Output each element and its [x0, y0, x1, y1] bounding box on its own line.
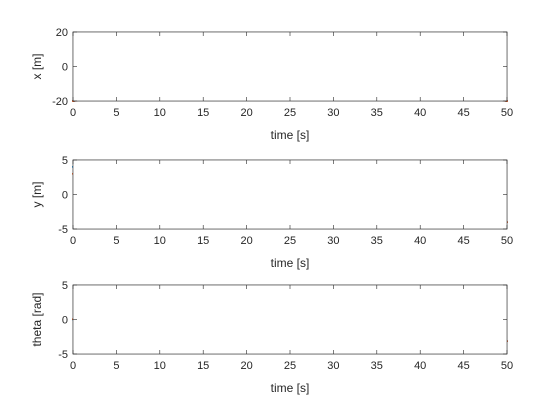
x-tick-label: 25 — [284, 107, 296, 119]
x-axis-label: time [s] — [271, 256, 310, 270]
x-tick-label: 35 — [371, 235, 383, 247]
x-tick-label: 5 — [113, 107, 119, 119]
y-tick-label: -5 — [58, 349, 68, 361]
x-axis-label: time [s] — [271, 381, 310, 395]
x-tick-label: 35 — [371, 107, 383, 119]
x-tick-label: 50 — [501, 360, 513, 372]
y-tick-label: -5 — [58, 224, 68, 236]
x-tick-label: 40 — [414, 360, 426, 372]
x-tick-label: 10 — [154, 235, 166, 247]
y-axis-label: x [m] — [30, 54, 44, 80]
x-tick-label: 15 — [197, 235, 209, 247]
axes-box — [72, 284, 508, 355]
x-tick-label: 45 — [457, 235, 469, 247]
x-tick-label: 35 — [371, 360, 383, 372]
axes-box — [72, 159, 508, 230]
x-tick-label: 30 — [327, 235, 339, 247]
x-tick-label: 15 — [197, 360, 209, 372]
x-tick-label: 40 — [414, 107, 426, 119]
x-tick-label: 0 — [70, 235, 76, 247]
y-tick-label: -20 — [52, 96, 68, 108]
x-tick-label: 10 — [154, 360, 166, 372]
axes-box — [72, 31, 508, 102]
x-tick-label: 25 — [284, 360, 296, 372]
y-tick-label: 20 — [56, 27, 68, 39]
x-tick-label: 45 — [457, 360, 469, 372]
x-tick-label: 25 — [284, 235, 296, 247]
y-tick-label: 0 — [62, 315, 68, 327]
x-tick-label: 20 — [240, 360, 252, 372]
x-tick-label: 15 — [197, 107, 209, 119]
x-axis-label: time [s] — [271, 128, 310, 142]
x-tick-label: 0 — [70, 107, 76, 119]
y-tick-label: 5 — [62, 280, 68, 292]
x-tick-label: 5 — [113, 360, 119, 372]
x-tick-label: 45 — [457, 107, 469, 119]
y-tick-label: 0 — [62, 62, 68, 74]
y-tick-label: 5 — [62, 155, 68, 167]
x-tick-label: 20 — [240, 235, 252, 247]
x-tick-label: 40 — [414, 235, 426, 247]
x-tick-label: 0 — [70, 360, 76, 372]
y-axis-label: y [m] — [30, 182, 44, 208]
x-tick-label: 20 — [240, 107, 252, 119]
y-axis-label: theta [rad] — [30, 292, 44, 346]
x-tick-label: 50 — [501, 235, 513, 247]
x-tick-label: 30 — [327, 107, 339, 119]
x-tick-label: 5 — [113, 235, 119, 247]
y-tick-label: 0 — [62, 190, 68, 202]
x-tick-label: 10 — [154, 107, 166, 119]
x-tick-label: 50 — [501, 107, 513, 119]
x-tick-label: 30 — [327, 360, 339, 372]
